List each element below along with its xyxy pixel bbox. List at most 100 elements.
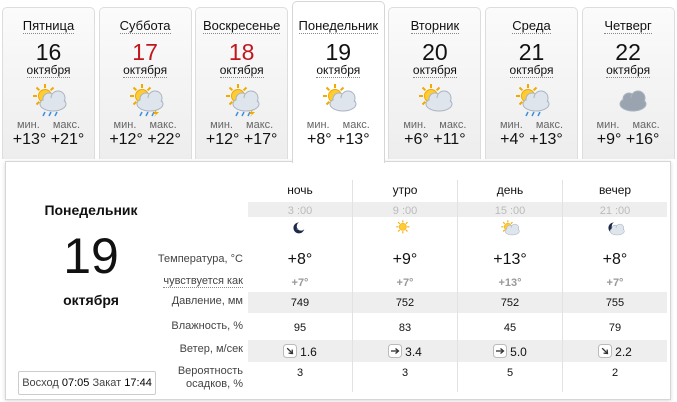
weather-icon	[419, 84, 453, 112]
weather-icon	[516, 84, 550, 117]
day-tab[interactable]: Суббота 17 октября мин. макс. +12° +22°	[98, 7, 192, 159]
day-date-row: 16	[3, 39, 94, 66]
precipitation: 3	[401, 367, 409, 379]
humidity-cell: 95	[250, 321, 350, 335]
day-tab[interactable]: Пятница 16 октября мин. макс. +13° +21°	[2, 7, 95, 159]
sunrise-label: Восход	[22, 377, 59, 389]
column-divider	[352, 180, 353, 392]
humidity-cell: 83	[355, 321, 455, 335]
row-label-text: чувствуется как	[163, 275, 243, 288]
day-date: 18	[228, 39, 255, 65]
wind-cell: 2.2	[565, 344, 665, 359]
temp: +8°	[287, 251, 313, 268]
day-date-row: 21	[486, 39, 577, 66]
wind-cell: 3.4	[355, 344, 455, 359]
min-label: мин.	[113, 119, 137, 131]
day-tab[interactable]: Понедельник 19 октября мин. макс. +8° +13°	[291, 1, 385, 163]
feels-like: +7°	[606, 277, 624, 289]
precipitation-cell: 5	[460, 366, 560, 380]
row-label-text: Давление, мм	[171, 295, 243, 307]
day-month-row: октября	[389, 62, 480, 78]
day-month: октября	[412, 63, 457, 78]
row-label: Давление, мм	[140, 295, 243, 307]
min-temp: +6°	[404, 131, 429, 148]
wind-direction	[388, 344, 403, 358]
min-temp: +13°	[12, 131, 47, 148]
weather-icon	[226, 84, 260, 117]
day-name: Понедельник	[298, 18, 379, 34]
humidity-cell: 79	[565, 321, 665, 335]
max-label: макс.	[52, 119, 81, 131]
day-name: Суббота	[119, 18, 171, 34]
pressure: 755	[605, 297, 625, 309]
day-month: октября	[26, 63, 71, 78]
feels-like-cell: +7°	[250, 276, 350, 290]
day-date-row: 22	[583, 39, 674, 66]
feels-like: +7°	[396, 277, 414, 289]
period-name: вечер	[598, 183, 632, 197]
day-tab[interactable]: Воскресенье 18 октября мин. макс. +12° +17°	[195, 7, 289, 159]
day-name-row: Воскресенье	[196, 17, 287, 34]
wind-direction	[598, 344, 613, 358]
weather-icon	[33, 84, 67, 117]
period-time-cell: 21 :00	[565, 204, 665, 218]
max-temp: +21°	[50, 131, 85, 148]
min-label: мин.	[16, 119, 40, 131]
minmax-labels: мин. макс.	[196, 119, 287, 131]
sunset: 17:44	[124, 377, 152, 389]
day-tab[interactable]: Среда 21 октября мин. макс. +4° +13°	[485, 7, 578, 159]
minmax-temps: +12° +17°	[196, 131, 287, 149]
day-month: октября	[606, 63, 651, 78]
day-date: 17	[132, 39, 158, 65]
row-label: Влажность, %	[140, 320, 243, 332]
day-date-row: 17	[100, 39, 191, 66]
period-name: день	[496, 183, 524, 197]
row-label-text: Влажность, %	[171, 320, 243, 332]
day-month: октября	[509, 63, 554, 78]
day-name-row: Суббота	[100, 17, 191, 34]
min-label: мин.	[306, 119, 330, 131]
max-label: макс.	[246, 119, 274, 131]
weather-icon	[608, 221, 625, 236]
wind-direction	[283, 344, 298, 358]
period-time: 21 :00	[599, 205, 631, 217]
humidity-cell: 45	[460, 321, 560, 335]
sunset-label: Закат	[92, 377, 122, 389]
wind-cell: 1.6	[250, 344, 350, 359]
day-month: октября	[316, 63, 361, 78]
wind: 1.6	[300, 345, 317, 359]
day-name: Вторник	[410, 18, 460, 34]
day-month-row: октября	[3, 62, 94, 78]
weather-icon	[619, 90, 647, 112]
min-label: мин.	[499, 119, 523, 131]
wind-direction	[493, 344, 508, 358]
sun-times: Восход 07:05 Закат 17:44	[18, 371, 156, 395]
pressure: 749	[290, 297, 310, 309]
detail-month: октября	[63, 292, 119, 308]
max-temp: +13°	[336, 131, 370, 148]
feels-like-cell: +7°	[355, 276, 455, 290]
day-tab[interactable]: Вторник 20 октября мин. макс. +6° +11°	[388, 7, 482, 159]
feels-like-cell: +13°	[460, 276, 560, 290]
minmax-temps: +9° +16°	[583, 131, 674, 149]
precipitation: 3	[296, 367, 304, 379]
day-name-row: Среда	[486, 17, 577, 34]
day-date: 21	[518, 39, 545, 65]
period-name-cell: вечер	[565, 183, 665, 198]
column-divider	[562, 180, 563, 392]
precipitation-cell: 3	[250, 366, 350, 380]
weather-icon	[322, 84, 357, 112]
weather-icon	[293, 221, 306, 234]
minmax-temps: +13° +21°	[3, 131, 94, 149]
min-temp: +8°	[306, 131, 332, 148]
period-time-cell: 15 :00	[460, 204, 560, 218]
day-tab[interactable]: Четверг 22 октября мин. макс. +9° +16°	[581, 7, 675, 159]
day-month-row: октября	[196, 62, 287, 78]
minmax-temps: +8° +13°	[293, 131, 384, 149]
minmax-labels: мин. макс.	[583, 119, 674, 131]
max-label: макс.	[439, 119, 467, 131]
minmax-labels: мин. макс.	[100, 119, 191, 131]
temp-cell: +13°	[460, 250, 560, 269]
humidity: 79	[608, 322, 622, 334]
min-temp: +4°	[500, 131, 525, 148]
